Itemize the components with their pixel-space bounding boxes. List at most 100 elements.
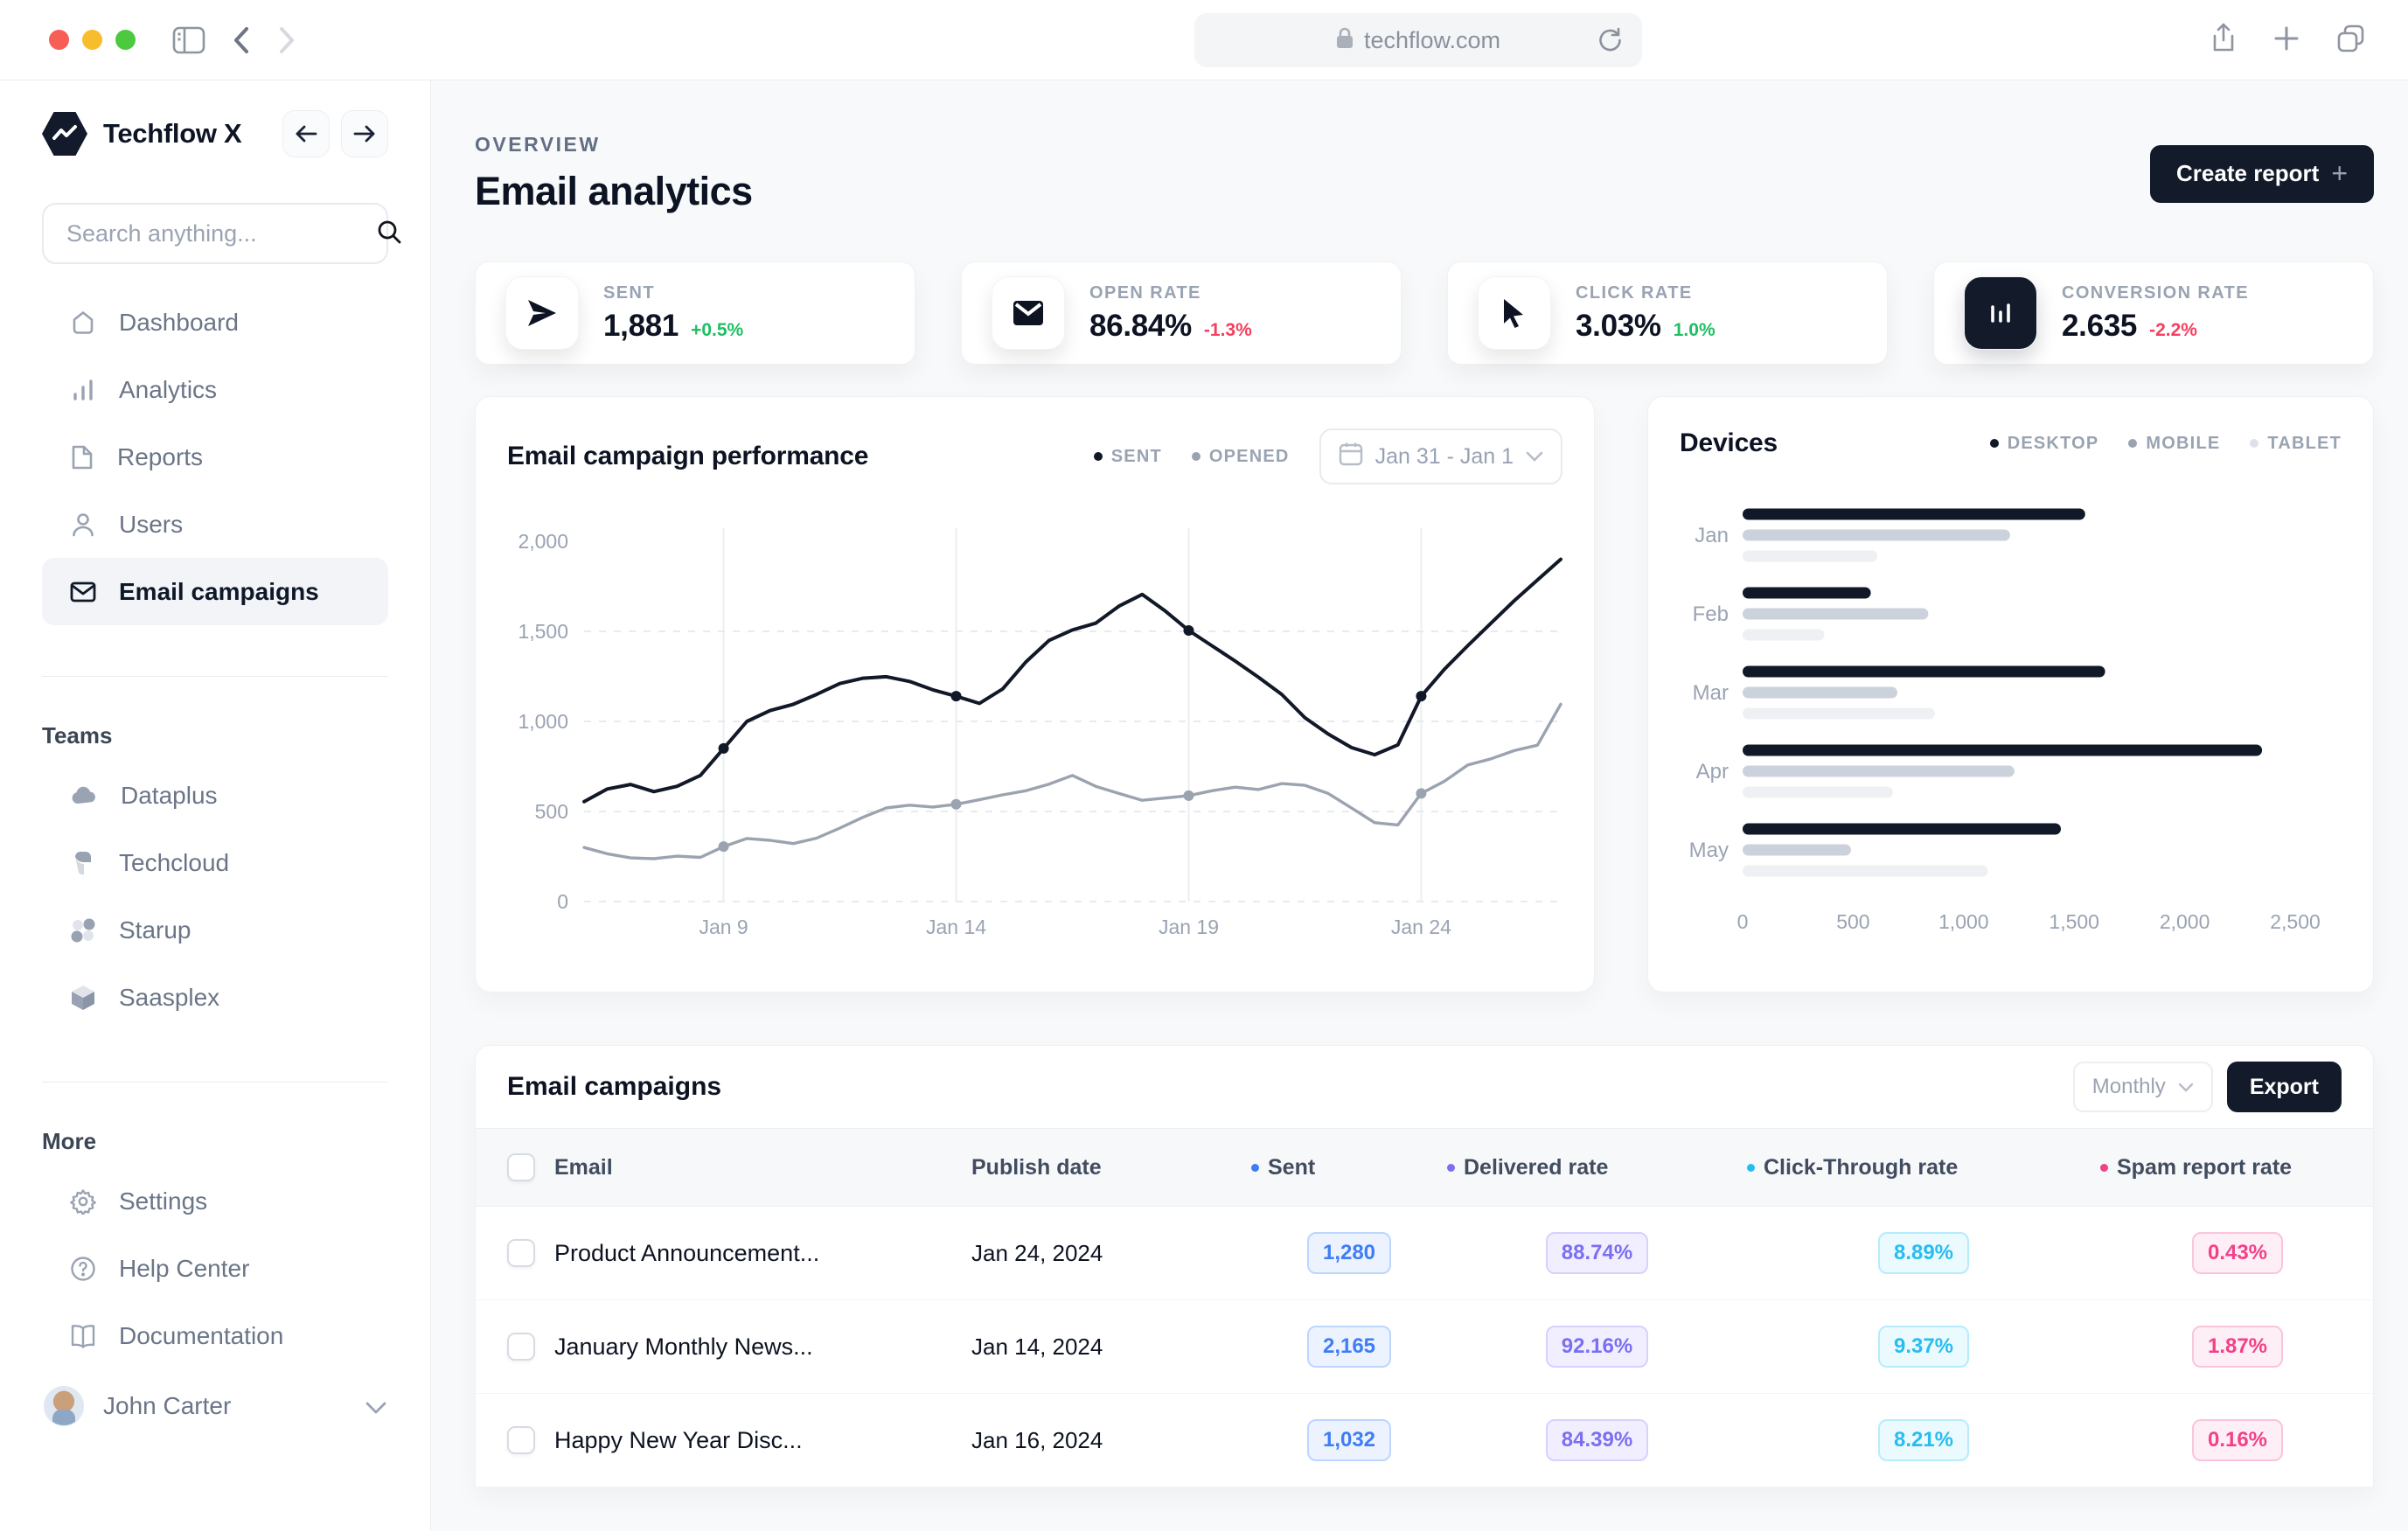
column-delivered-rate[interactable]: Delivered rate: [1447, 1155, 1747, 1180]
column-sent[interactable]: Sent: [1251, 1155, 1447, 1180]
sidebar-item-dashboard[interactable]: Dashboard: [42, 289, 388, 356]
search-input[interactable]: [66, 219, 376, 247]
back-icon[interactable]: [232, 25, 251, 55]
spam-badge: 1.87%: [2191, 1326, 2284, 1368]
sidebar-item-saasplex[interactable]: Saasplex: [42, 964, 388, 1031]
publish-date-cell: Jan 16, 2024: [971, 1426, 1103, 1453]
sidebar-item-documentation[interactable]: Documentation: [42, 1302, 388, 1369]
column-email[interactable]: Email: [554, 1154, 613, 1180]
sidebar-item-analytics[interactable]: Analytics: [42, 356, 388, 423]
sidebar-back-button[interactable]: [282, 110, 330, 157]
chevron-down-icon: [2178, 1083, 2194, 1092]
sidebar-item-dataplus[interactable]: Dataplus: [42, 762, 388, 829]
publish-date-cell: Jan 24, 2024: [971, 1239, 1103, 1266]
chevron-down-icon: [365, 1392, 386, 1420]
legend-dot: [1989, 439, 1999, 448]
zoom-window-button[interactable]: [115, 30, 136, 50]
stat-card-conversion-rate: CONVERSION RATE 2.635 -2.2%: [1933, 261, 2374, 365]
svg-text:1,500: 1,500: [518, 620, 568, 643]
table-row[interactable]: Product Announcement... Jan 24, 2024 1,2…: [476, 1207, 2373, 1300]
date-range-select[interactable]: Jan 31 - Jan 1: [1319, 428, 1562, 484]
reload-icon[interactable]: [1597, 26, 1623, 59]
email-cell: January Monthly News...: [554, 1333, 813, 1360]
sidebar-item-settings[interactable]: Settings: [42, 1167, 388, 1235]
user-name: John Carter: [103, 1392, 232, 1419]
export-button[interactable]: Export: [2226, 1062, 2342, 1112]
cube-icon: [70, 984, 96, 1012]
click-badge: 8.89%: [1877, 1232, 1970, 1274]
breadcrumb-eyebrow: OVERVIEW: [475, 133, 601, 156]
sidebar-forward-button[interactable]: [341, 110, 388, 157]
sidebar-item-reports[interactable]: Reports: [42, 423, 388, 491]
minimize-window-button[interactable]: [82, 30, 102, 50]
legend-dot: [2128, 439, 2138, 448]
svg-text:2,000: 2,000: [518, 530, 568, 553]
stat-label: SENT: [603, 282, 655, 303]
publish-date-cell: Jan 14, 2024: [971, 1333, 1103, 1360]
legend-desktop: DESKTOP: [1989, 434, 2099, 454]
stat-label: CLICK RATE: [1576, 282, 1693, 303]
row-checkbox[interactable]: [507, 1426, 535, 1454]
column-spam-report-rate[interactable]: Spam report rate: [2100, 1155, 2375, 1180]
sidebar-item-label: Help Center: [119, 1254, 250, 1282]
sidebar-item-techcloud[interactable]: Techcloud: [42, 829, 388, 896]
send-icon: [505, 276, 579, 350]
calendar-icon: [1339, 442, 1363, 472]
document-icon: [70, 444, 94, 470]
search-icon[interactable]: [376, 219, 402, 249]
email-cell: Product Announcement...: [554, 1239, 820, 1266]
create-report-button[interactable]: Create report +: [2150, 144, 2374, 203]
table-row[interactable]: January Monthly News... Jan 14, 2024 2,1…: [476, 1300, 2373, 1394]
row-checkbox[interactable]: [507, 1239, 535, 1267]
table-title: Email campaigns: [507, 1072, 722, 1101]
select-all-checkbox[interactable]: [507, 1153, 535, 1181]
svg-text:500: 500: [1836, 910, 1869, 933]
user-icon: [70, 512, 96, 538]
tab-overview-icon[interactable]: [2336, 24, 2366, 58]
sidebar-item-starup[interactable]: Starup: [42, 896, 388, 964]
address-bar[interactable]: techflow.com: [1194, 13, 1642, 67]
home-icon: [70, 310, 96, 336]
sidebar-divider: [42, 676, 388, 677]
stat-cards: SENT 1,881 +0.5%: [475, 261, 2374, 365]
new-tab-icon[interactable]: [2273, 25, 2300, 56]
user-menu[interactable]: John Carter: [42, 1371, 388, 1441]
sidebar-item-help-center[interactable]: Help Center: [42, 1235, 388, 1302]
svg-text:Jan: Jan: [1695, 524, 1729, 547]
forward-icon[interactable]: [277, 25, 296, 55]
close-window-button[interactable]: [49, 30, 69, 50]
devices-panel: Devices DESKTOP MOBILE: [1647, 396, 2374, 992]
sent-badge: 1,032: [1306, 1419, 1392, 1461]
stat-delta: -1.3%: [1203, 319, 1252, 340]
sidebar-item-email-campaigns[interactable]: Email campaigns: [42, 558, 388, 625]
svg-text:2,000: 2,000: [2160, 910, 2210, 933]
svg-text:500: 500: [535, 800, 568, 823]
row-checkbox[interactable]: [507, 1333, 535, 1361]
chevron-down-icon: [1526, 451, 1543, 462]
sidebar-toggle-icon[interactable]: [172, 26, 205, 54]
window-controls: [49, 30, 136, 50]
stat-delta: +0.5%: [691, 319, 744, 340]
page-title: Email analytics: [475, 169, 753, 213]
share-icon[interactable]: [2210, 23, 2237, 59]
spam-badge: 0.43%: [2191, 1232, 2284, 1274]
column-publish-date[interactable]: Publish date: [971, 1154, 1102, 1180]
monthly-filter-select[interactable]: Monthly: [2072, 1062, 2213, 1112]
legend-dot: [1093, 452, 1103, 461]
column-click-through-rate[interactable]: Click-Through rate: [1747, 1155, 2100, 1180]
sidebar-item-users[interactable]: Users: [42, 491, 388, 558]
table-row[interactable]: Happy New Year Disc... Jan 16, 2024 1,03…: [476, 1394, 2373, 1487]
brand-name: Techflow X: [103, 118, 242, 149]
stat-delta: -2.2%: [2149, 319, 2197, 340]
click-dot-icon: [1747, 1163, 1755, 1172]
email-campaigns-table: Email campaigns Monthly Export Email Pub…: [475, 1045, 2374, 1487]
browser-chrome: techflow.com: [0, 0, 2408, 80]
svg-text:Jan 19: Jan 19: [1159, 916, 1219, 938]
svg-text:Jan 24: Jan 24: [1391, 916, 1451, 938]
techflow-logo: [42, 112, 87, 156]
url-text: techflow.com: [1363, 26, 1501, 53]
sidebar-item-label: Documentation: [119, 1321, 284, 1349]
svg-text:1,000: 1,000: [518, 710, 568, 733]
lock-icon: [1336, 26, 1354, 55]
